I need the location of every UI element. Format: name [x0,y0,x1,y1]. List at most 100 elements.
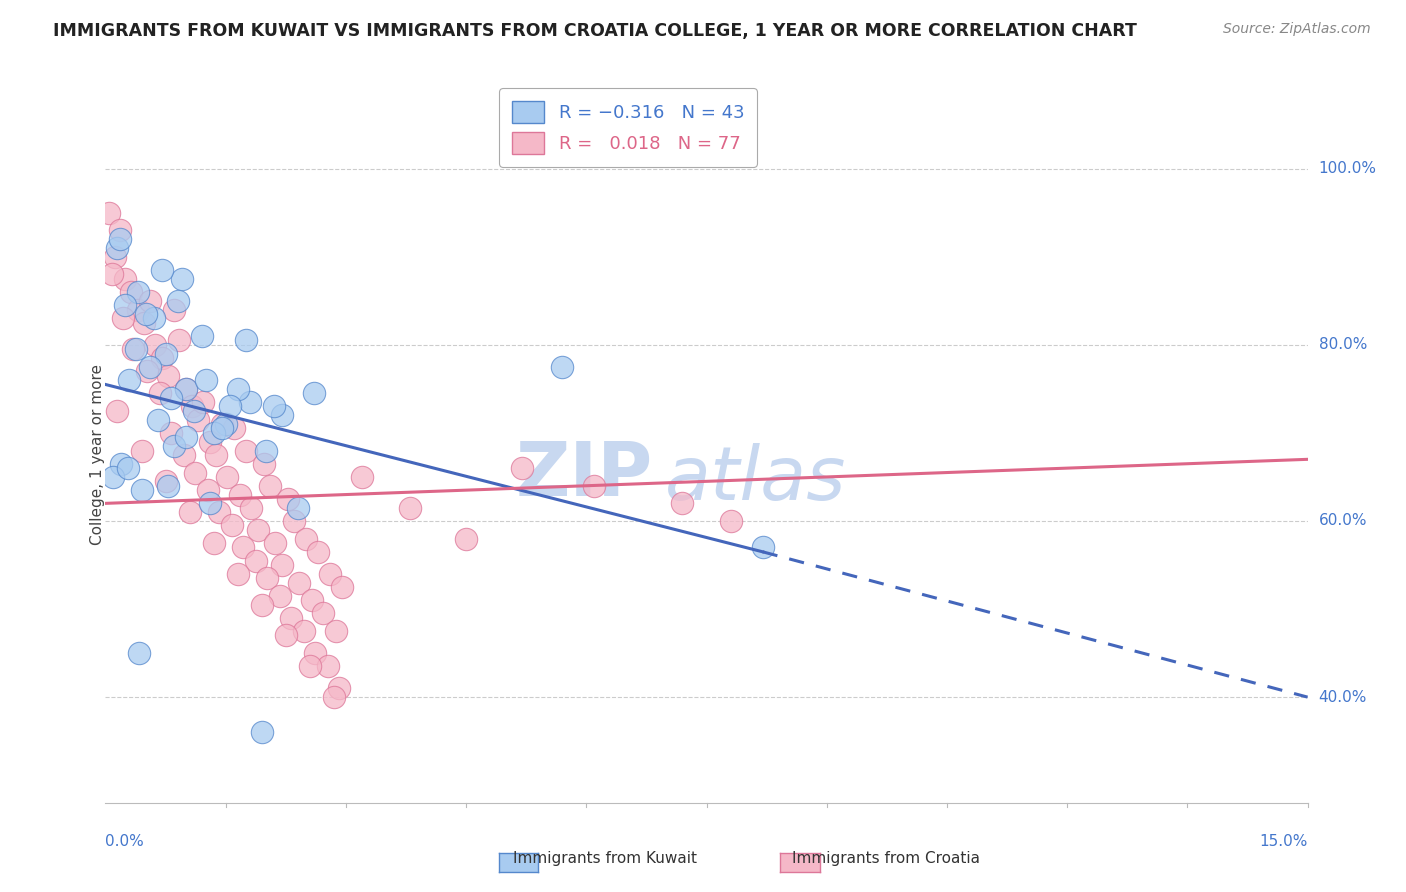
Point [283,514,305,528]
Point [287,500,309,515]
Point [270,409,292,423]
Point [304,646,326,660]
Point [246,523,269,537]
Point [190,329,212,343]
Point [270,558,292,572]
Point [122,343,145,357]
Point [162,302,184,317]
Legend: R = −0.316   N = 43, R =   0.018   N = 77: R = −0.316 N = 43, R = 0.018 N = 77 [499,88,756,167]
Point [222,421,245,435]
Point [120,285,142,299]
Point [211,417,233,431]
Point [156,479,179,493]
Point [131,483,153,497]
Point [183,404,205,418]
Point [235,334,257,348]
Text: ZIP: ZIP [515,439,652,512]
Point [184,466,207,480]
Point [160,391,183,405]
Point [131,443,153,458]
Point [127,302,149,317]
Point [107,241,129,255]
Point [197,483,219,497]
Point [328,681,350,696]
Text: Source: ZipAtlas.com: Source: ZipAtlas.com [1223,22,1371,37]
Point [330,580,353,594]
Point [295,532,318,546]
Point [150,263,173,277]
Point [254,443,277,458]
Point [128,646,150,660]
Point [202,425,225,440]
Point [108,232,131,246]
Point [117,461,139,475]
Point [250,725,273,739]
Point [307,545,329,559]
Point [208,505,231,519]
Point [312,607,335,621]
Point [193,395,215,409]
Point [104,250,127,264]
Point [150,351,173,365]
Point [149,386,172,401]
Point [127,285,149,299]
Point [136,364,159,378]
Point [302,386,325,401]
Point [181,400,204,414]
Point [269,589,291,603]
Point [155,346,177,360]
Point [101,268,124,282]
Point [322,690,344,705]
Point [162,439,184,453]
Text: Immigrants from Kuwait: Immigrants from Kuwait [513,851,696,865]
Point [671,496,693,510]
Point [146,413,169,427]
Point [174,382,197,396]
Point [350,470,373,484]
Point [751,541,773,555]
Point [156,368,179,383]
Point [510,461,533,475]
Point [125,343,148,357]
Point [250,598,273,612]
Point [259,479,281,493]
Text: 0.0%: 0.0% [105,834,145,849]
Point [138,359,160,374]
Point [277,491,299,506]
Point [118,373,141,387]
Point [198,496,221,510]
Point [226,382,249,396]
Y-axis label: College, 1 year or more: College, 1 year or more [90,365,104,545]
Point [132,316,155,330]
Point [155,475,177,489]
Point [399,500,422,515]
Point [240,500,263,515]
Point [316,659,339,673]
Point [301,593,323,607]
Text: Immigrants from Croatia: Immigrants from Croatia [792,851,980,865]
Point [142,311,165,326]
Point [205,448,228,462]
Point [235,443,257,458]
Point [160,425,183,440]
Point [288,575,311,590]
Point [239,395,262,409]
Point [256,571,278,585]
Text: 15.0%: 15.0% [1260,834,1308,849]
Point [226,566,249,581]
Text: 80.0%: 80.0% [1319,337,1367,352]
Point [143,338,166,352]
Point [174,430,197,444]
Text: 60.0%: 60.0% [1319,514,1367,528]
Text: IMMIGRANTS FROM KUWAIT VS IMMIGRANTS FROM CROATIA COLLEGE, 1 YEAR OR MORE CORREL: IMMIGRANTS FROM KUWAIT VS IMMIGRANTS FRO… [53,22,1137,40]
Point [170,272,193,286]
Point [108,223,131,237]
Point [173,448,195,462]
Point [214,417,236,431]
Point [720,514,742,528]
Point [263,400,285,414]
Text: 40.0%: 40.0% [1319,690,1367,705]
Point [456,532,478,546]
Point [179,505,201,519]
Point [166,293,188,308]
